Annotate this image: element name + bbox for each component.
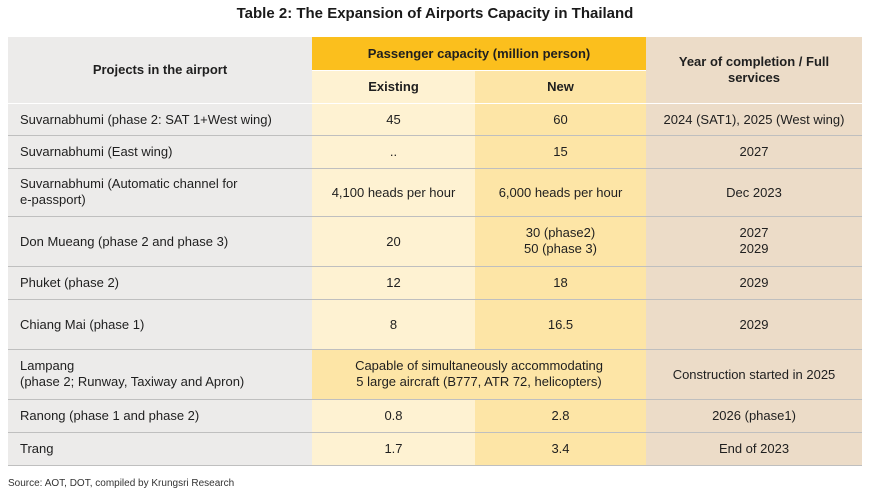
header-year-of-completion: Year of completion / Full services [646, 37, 862, 104]
year-cell: 2029 [646, 266, 862, 300]
year-cell: 2024 (SAT1), 2025 (West wing) [646, 103, 862, 136]
new-cell: 30 (phase2) 50 (phase 3) [475, 216, 646, 267]
project-cell: Phuket (phase 2) [8, 266, 312, 300]
table-row: Chiang Mai (phase 1) 8 16.5 2029 [8, 299, 862, 350]
header-year-line1: Year of completion / Full [678, 53, 830, 69]
header-passenger-capacity: Passenger capacity (million person) [312, 37, 646, 71]
new-cell: 2.8 [475, 399, 646, 433]
new-cell: 16.5 [475, 299, 646, 350]
new-cell: 18 [475, 266, 646, 300]
project-cell: Trang [8, 432, 312, 466]
table-row: Suvarnabhumi (Automatic channel for e-pa… [8, 168, 862, 217]
project-line1: Suvarnabhumi (Automatic channel for [20, 176, 238, 191]
year-cell: Dec 2023 [646, 168, 862, 217]
header-existing: Existing [312, 70, 475, 104]
existing-cell: 12 [312, 266, 475, 300]
year-line2: 2029 [739, 241, 769, 256]
new-cell: 15 [475, 135, 646, 169]
existing-cell: 20 [312, 216, 475, 267]
existing-cell: .. [312, 135, 475, 169]
new-cell: 6,000 heads per hour [475, 168, 646, 217]
project-cell: Chiang Mai (phase 1) [8, 299, 312, 350]
project-cell: Suvarnabhumi (Automatic channel for e-pa… [8, 168, 312, 217]
airport-capacity-table: Projects in the airport Passenger capaci… [8, 37, 862, 466]
table-row: Suvarnabhumi (East wing) .. 15 2027 [8, 135, 862, 169]
source-note: Source: AOT, DOT, compiled by Krungsri R… [8, 478, 235, 489]
year-cell: 2029 [646, 299, 862, 350]
existing-cell: 0.8 [312, 399, 475, 433]
header-projects: Projects in the airport [8, 37, 312, 104]
existing-cell: 8 [312, 299, 475, 350]
project-cell: Ranong (phase 1 and phase 2) [8, 399, 312, 433]
existing-cell: 1.7 [312, 432, 475, 466]
table-row: Phuket (phase 2) 12 18 2029 [8, 266, 862, 300]
new-line2: 50 (phase 3) [524, 241, 597, 256]
new-cell: 60 [475, 103, 646, 136]
project-cell: Suvarnabhumi (phase 2: SAT 1+West wing) [8, 103, 312, 136]
table-row: Suvarnabhumi (phase 2: SAT 1+West wing) … [8, 103, 862, 136]
new-cell: 3.4 [475, 432, 646, 466]
merged-line1: Capable of simultaneously accommodating [355, 358, 603, 373]
project-cell: Don Mueang (phase 2 and phase 3) [8, 216, 312, 267]
header-new: New [475, 70, 646, 104]
project-cell: Suvarnabhumi (East wing) [8, 135, 312, 169]
table-row: Lampang (phase 2; Runway, Taxiway and Ap… [8, 349, 862, 400]
table-row: Trang 1.7 3.4 End of 2023 [8, 432, 862, 466]
existing-cell: 45 [312, 103, 475, 136]
year-cell: 2026 (phase1) [646, 399, 862, 433]
year-cell: 2027 [646, 135, 862, 169]
header-year-line2: services [727, 69, 781, 85]
existing-cell: 4,100 heads per hour [312, 168, 475, 217]
year-cell: End of 2023 [646, 432, 862, 466]
project-line2: (phase 2; Runway, Taxiway and Apron) [20, 374, 245, 389]
table-row: Ranong (phase 1 and phase 2) 0.8 2.8 202… [8, 399, 862, 433]
year-cell: 2027 2029 [646, 216, 862, 267]
year-cell: Construction started in 2025 [646, 349, 862, 400]
project-line2: e-passport) [20, 192, 86, 207]
project-line1: Lampang [20, 358, 75, 373]
merged-line2: 5 large aircraft (B777, ATR 72, helicopt… [356, 374, 602, 389]
table-title: Table 2: The Expansion of Airports Capac… [236, 5, 634, 22]
merged-capacity-cell: Capable of simultaneously accommodating … [312, 349, 646, 400]
project-cell: Lampang (phase 2; Runway, Taxiway and Ap… [8, 349, 312, 400]
year-line1: 2027 [739, 225, 769, 240]
table-row: Don Mueang (phase 2 and phase 3) 20 30 (… [8, 216, 862, 267]
new-line1: 30 (phase2) [525, 225, 596, 240]
